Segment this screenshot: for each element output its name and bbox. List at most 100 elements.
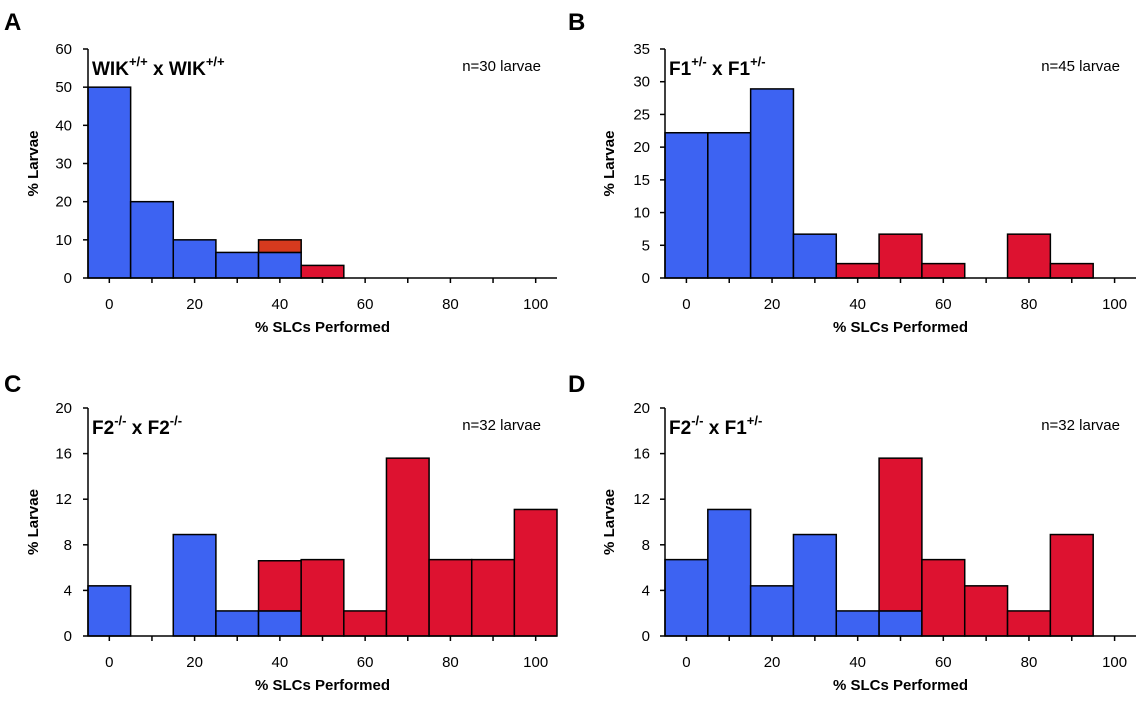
y-tick-label: 60 <box>55 41 72 58</box>
y-tick-label: 15 <box>633 172 650 189</box>
genotype-part: F1 <box>669 59 692 80</box>
x-tick-label: 60 <box>357 654 374 671</box>
panel-letter: C <box>4 371 21 398</box>
bar-blue <box>707 131 752 279</box>
y-axis-title: % Larvae <box>601 131 618 197</box>
y-tick-label: 30 <box>633 74 650 91</box>
genotype-part: x <box>712 59 723 80</box>
bar-blue <box>749 585 795 637</box>
bar-blue <box>792 533 838 637</box>
x-tick-label: 0 <box>105 654 113 671</box>
bar-blue <box>87 585 132 637</box>
x-tick-label: 40 <box>272 296 289 313</box>
y-tick-label: 25 <box>633 106 650 123</box>
x-axis-title: % SLCs Performed <box>833 319 968 336</box>
genotype-part: F2 <box>92 418 114 439</box>
genotype-part: WIK <box>92 59 129 80</box>
y-tick-label: 0 <box>64 270 72 287</box>
panel-letter: A <box>4 9 21 36</box>
genotype-part: F2 <box>669 418 691 439</box>
genotype-label: F1+/- x F1+/- <box>669 54 766 80</box>
n-label: n=30 larvae <box>462 58 541 75</box>
n-label: n=32 larvae <box>462 417 541 434</box>
bar-red <box>257 560 302 612</box>
genotype-part: F1 <box>728 59 751 80</box>
genotype-part: x <box>709 418 720 439</box>
panel-d: D 0 4 8 12 16 20 0 20 40 60 80 100 % SLCs Performed % … <box>568 371 1136 694</box>
y-tick-label: 40 <box>55 117 72 134</box>
x-tick-label: 20 <box>186 296 203 313</box>
y-tick-label: 12 <box>633 491 650 508</box>
bar-blue <box>792 233 838 279</box>
y-tick-label: 4 <box>64 582 72 599</box>
x-axis-title: % SLCs Performed <box>255 319 390 336</box>
bar-red <box>878 457 923 612</box>
x-tick-label: 0 <box>682 296 690 313</box>
genotype-label: WIK+/+ x WIK+/+ <box>92 54 225 80</box>
y-tick-label: 35 <box>633 41 650 58</box>
x-tick-label: 80 <box>442 654 459 671</box>
x-tick-label: 40 <box>849 654 866 671</box>
bar-blue <box>215 251 260 279</box>
panel-b: B 0 5 10 15 20 25 30 35 0 20 40 60 80 100 % SLCs Perfor… <box>568 9 1136 336</box>
x-tick-label: 60 <box>935 296 952 313</box>
bar-red <box>963 585 1009 637</box>
genotype-label: F2-/- x F2-/- <box>92 413 182 439</box>
bar-red <box>343 610 388 637</box>
genotype-part: F1 <box>725 418 748 439</box>
x-tick-label: 40 <box>272 654 289 671</box>
panel-c: C 0 4 8 12 16 20 0 20 40 60 80 100 % SLCs Performed % … <box>4 371 558 694</box>
bar-red <box>878 233 923 279</box>
x-tick-label: 80 <box>442 296 459 313</box>
genotype-part: F2 <box>148 418 170 439</box>
bar-red <box>513 508 558 637</box>
x-tick-label: 100 <box>1102 296 1127 313</box>
bar-red <box>1006 233 1052 279</box>
x-tick-label: 0 <box>682 654 690 671</box>
x-tick-label: 20 <box>764 296 781 313</box>
y-tick-label: 20 <box>55 400 72 417</box>
y-tick-label: 4 <box>642 582 650 599</box>
bar-red <box>300 558 345 637</box>
y-tick-label: 0 <box>642 628 650 645</box>
bar-blue <box>664 558 709 637</box>
y-axis-title: % Larvae <box>25 131 42 197</box>
y-tick-label: 0 <box>64 628 72 645</box>
bar-red <box>921 262 966 279</box>
bar-blue <box>749 88 795 279</box>
x-axis-title: % SLCs Performed <box>833 677 968 694</box>
panel-letter: D <box>568 371 585 398</box>
bar-red <box>428 558 473 637</box>
genotype-superscript: +/- <box>750 54 766 69</box>
bar-red <box>921 558 966 637</box>
bar-blue <box>215 610 260 637</box>
bar-red <box>1006 610 1052 637</box>
x-tick-label: 100 <box>523 296 548 313</box>
genotype-label: F2-/- x F1+/- <box>669 413 762 439</box>
bar-red <box>257 239 302 254</box>
x-tick-label: 20 <box>186 654 203 671</box>
bar-blue <box>835 610 880 637</box>
y-axis-title: % Larvae <box>25 489 42 555</box>
y-tick-label: 10 <box>55 232 72 249</box>
y-tick-label: 50 <box>55 79 72 96</box>
panel-letter: B <box>568 9 585 36</box>
x-tick-label: 100 <box>1102 654 1127 671</box>
y-axis-title: % Larvae <box>601 489 618 555</box>
bar-red <box>1049 533 1094 637</box>
y-tick-label: 16 <box>55 446 72 463</box>
y-tick-label: 10 <box>633 205 650 222</box>
y-tick-label: 8 <box>642 537 650 554</box>
y-tick-label: 0 <box>642 270 650 287</box>
x-tick-label: 60 <box>357 296 374 313</box>
genotype-superscript: +/- <box>747 413 763 428</box>
y-tick-label: 8 <box>64 537 72 554</box>
panel-a: A 0 10 20 30 40 50 60 0 20 40 60 80 100 % SLCs Perform… <box>4 9 557 336</box>
x-tick-label: 100 <box>523 654 548 671</box>
x-tick-label: 40 <box>849 296 866 313</box>
bar-red <box>1049 262 1094 279</box>
genotype-part: x <box>153 59 164 80</box>
x-axis-title: % SLCs Performed <box>255 677 390 694</box>
bar-blue <box>257 610 302 637</box>
